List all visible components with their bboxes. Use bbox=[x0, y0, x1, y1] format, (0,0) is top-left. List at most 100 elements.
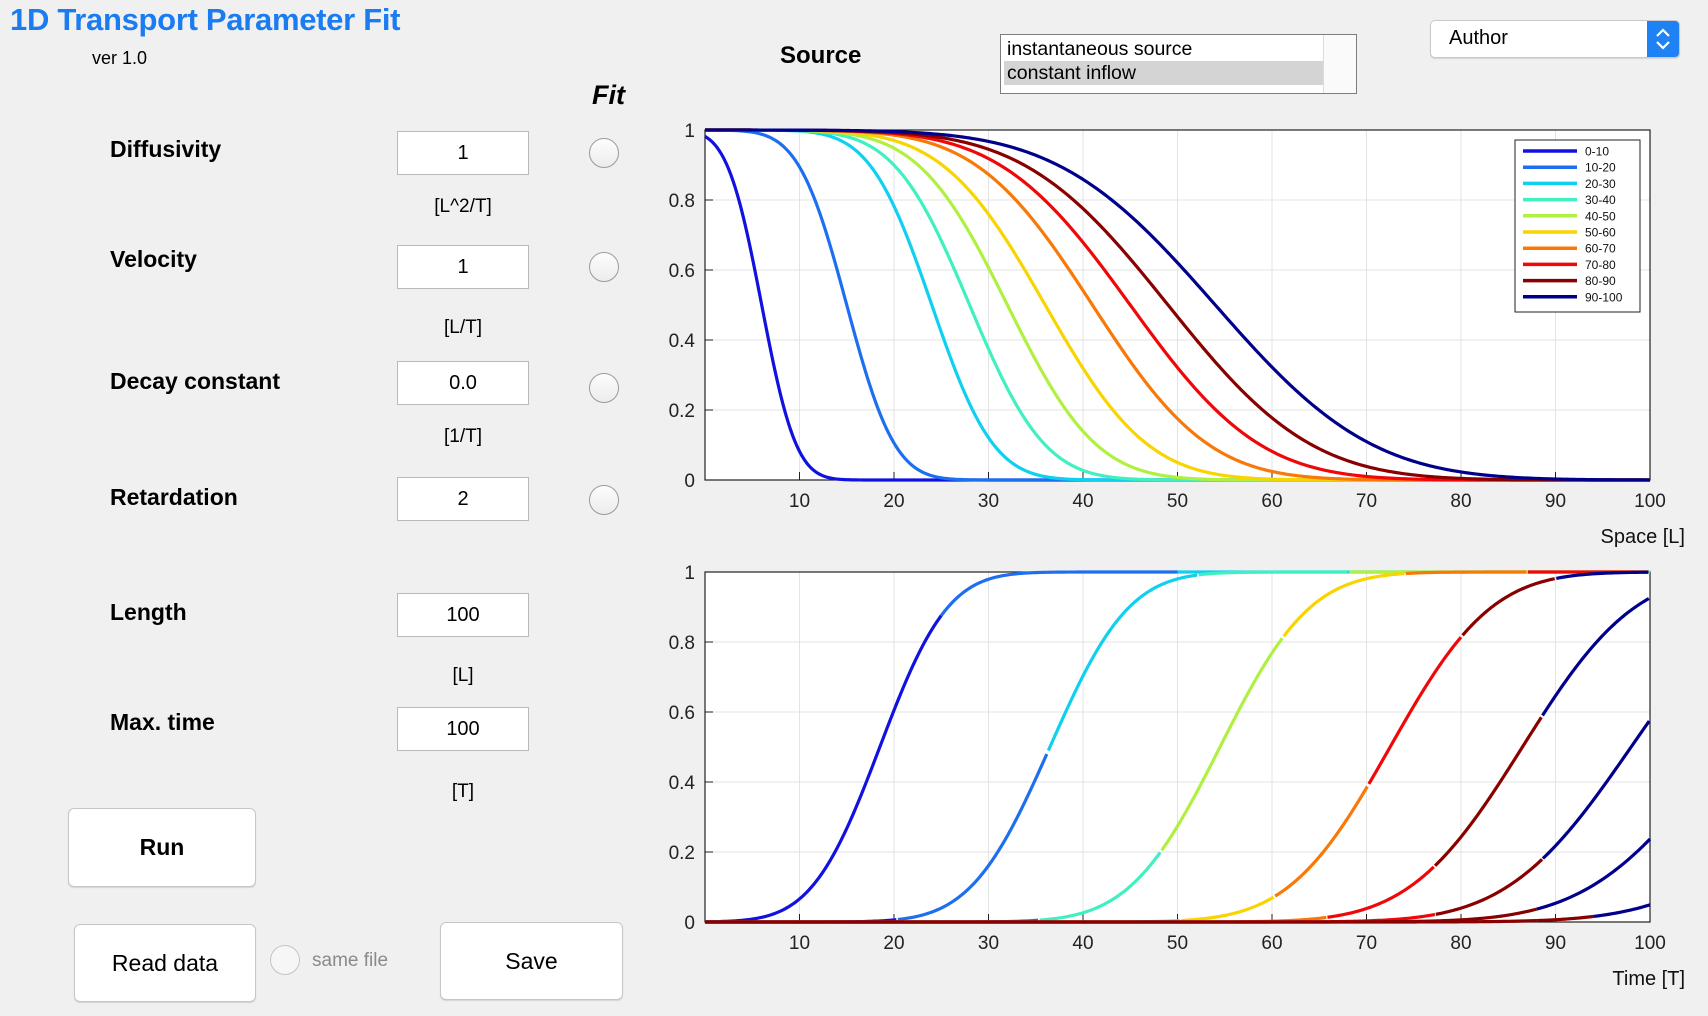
author-dropdown-value: Author bbox=[1449, 27, 1508, 49]
decay-constant-label: Decay constant bbox=[110, 368, 281, 394]
top-series-line bbox=[705, 128, 1651, 482]
source-listbox-scrollbar[interactable] bbox=[1323, 35, 1356, 93]
bottom-series-segment bbox=[1435, 858, 1544, 916]
top-y-tick-label: 0.8 bbox=[669, 191, 695, 212]
legend-entry-label: 20-30 bbox=[1585, 177, 1616, 191]
bottom-series-segment bbox=[897, 753, 1049, 922]
bottom-y-tick-label: 0.2 bbox=[669, 843, 695, 864]
bottom-y-tick-label: 0.6 bbox=[669, 703, 695, 724]
top-x-tick-label: 10 bbox=[789, 491, 810, 512]
source-label: Source bbox=[780, 42, 862, 69]
legend-entry-label: 90-100 bbox=[1585, 290, 1623, 304]
decay-constant-fit-radio[interactable] bbox=[589, 373, 619, 403]
decay-constant-input[interactable] bbox=[397, 361, 529, 405]
bottom-x-tick-label: 90 bbox=[1545, 933, 1566, 954]
top-x-tick-label: 40 bbox=[1072, 491, 1093, 512]
bottom-x-tick-label: 60 bbox=[1261, 933, 1282, 954]
source-option-constant-inflow[interactable]: constant inflow bbox=[1004, 61, 1325, 85]
bottom-x-tick-label: 40 bbox=[1072, 933, 1093, 954]
bottom-x-tick-label: 30 bbox=[978, 933, 999, 954]
source-option-instantaneous[interactable]: instantaneous source bbox=[1007, 38, 1193, 60]
top-x-tick-label: 60 bbox=[1261, 491, 1282, 512]
top-x-tick-label: 30 bbox=[978, 491, 999, 512]
top-x-axis-label: Space [L] bbox=[1600, 526, 1685, 548]
bottom-y-tick-label: 0.4 bbox=[669, 773, 696, 794]
bottom-series-segment bbox=[1160, 637, 1284, 852]
bottom-y-tick-label: 1 bbox=[684, 563, 695, 584]
velocity-unit: [L/T] bbox=[443, 317, 482, 338]
retardation-fit-radio[interactable] bbox=[589, 485, 619, 515]
velocity-fit-radio[interactable] bbox=[589, 252, 619, 282]
max-time-input[interactable] bbox=[397, 707, 529, 751]
fit-column-header: Fit bbox=[592, 80, 625, 110]
bottom-series-segment bbox=[1555, 570, 1649, 580]
legend-entry-label: 10-20 bbox=[1585, 161, 1616, 175]
legend-entry-label: 50-60 bbox=[1585, 226, 1616, 240]
run-button[interactable]: Run bbox=[68, 808, 256, 887]
bottom-series-segment bbox=[1405, 570, 1527, 576]
bottom-series-segment bbox=[1536, 837, 1652, 911]
top-y-tick-label: 1 bbox=[684, 121, 695, 142]
retardation-input[interactable] bbox=[397, 477, 529, 521]
bottom-x-axis-label: Time [T] bbox=[1612, 968, 1685, 990]
top-x-tick-label: 80 bbox=[1450, 491, 1471, 512]
source-listbox[interactable]: instantaneous source constant inflow bbox=[1000, 34, 1357, 94]
max-time-unit: [T] bbox=[451, 781, 475, 802]
bottom-x-tick-label: 20 bbox=[883, 933, 904, 954]
top-x-tick-label: 70 bbox=[1356, 491, 1377, 512]
top-y-tick-label: 0.6 bbox=[669, 261, 695, 282]
bottom-series-segment bbox=[1039, 851, 1162, 922]
bottom-series-segment bbox=[1433, 716, 1543, 867]
diffusivity-fit-radio[interactable] bbox=[589, 138, 619, 168]
bottom-series-baseline bbox=[705, 918, 1537, 924]
velocity-label: Velocity bbox=[110, 246, 197, 272]
legend-entry-label: 70-80 bbox=[1585, 258, 1616, 272]
legend-entry-label: 0-10 bbox=[1585, 145, 1609, 159]
app-title: 1D Transport Parameter Fit bbox=[10, 2, 401, 37]
bottom-series-segment bbox=[1367, 636, 1463, 785]
top-x-tick-label: 100 bbox=[1634, 491, 1666, 512]
top-y-tick-label: 0.2 bbox=[669, 401, 695, 422]
top-y-tick-label: 0.4 bbox=[669, 331, 696, 352]
bottom-series-segment bbox=[1282, 572, 1405, 638]
bottom-series-segment bbox=[1541, 597, 1650, 717]
breakthrough-curve-chart: 10 20 30 40 50 60 70 80 90 100 0 0.2 0.4 0.6 0.8 1 Time … bbox=[669, 563, 1685, 990]
length-unit: [L] bbox=[452, 665, 474, 686]
legend-entry-label: 30-40 bbox=[1585, 193, 1616, 207]
top-x-tick-label: 50 bbox=[1167, 491, 1188, 512]
legend-entry-label: 80-90 bbox=[1585, 274, 1616, 288]
bottom-series-segment bbox=[704, 614, 943, 924]
top-x-tick-label: 90 bbox=[1545, 491, 1566, 512]
space-profile-chart: 10 20 30 40 50 60 70 80 90 100 0 0.2 0.4 0.6 0.8 1 Space… bbox=[669, 121, 1685, 548]
bottom-x-tick-label: 10 bbox=[789, 933, 810, 954]
bottom-series-segment bbox=[1461, 577, 1556, 637]
save-button[interactable]: Save bbox=[440, 922, 623, 1000]
bottom-series-segment bbox=[1593, 903, 1651, 919]
author-dropdown[interactable]: Author bbox=[1430, 20, 1680, 58]
same-file-radio[interactable] bbox=[270, 945, 300, 975]
bottom-x-tick-label: 80 bbox=[1450, 933, 1471, 954]
bottom-series-segment bbox=[1181, 895, 1275, 923]
diffusivity-input[interactable] bbox=[397, 131, 529, 175]
velocity-input[interactable] bbox=[397, 245, 529, 289]
version-label: ver 1.0 bbox=[92, 48, 148, 68]
bottom-x-tick-label: 100 bbox=[1634, 933, 1666, 954]
diffusivity-unit: [L^2/T] bbox=[434, 196, 492, 217]
decay-constant-unit: [1/T] bbox=[443, 426, 482, 447]
read-data-button[interactable]: Read data bbox=[74, 924, 256, 1002]
length-label: Length bbox=[110, 599, 187, 625]
bottom-series-segment bbox=[1327, 865, 1435, 919]
bottom-series-segment bbox=[1046, 573, 1198, 752]
bottom-y-tick-label: 0 bbox=[684, 913, 695, 934]
same-file-label: same file bbox=[312, 950, 389, 971]
bottom-series-segment bbox=[1536, 914, 1594, 923]
bottom-series-segment bbox=[1198, 570, 1348, 577]
bottom-x-tick-label: 50 bbox=[1167, 933, 1188, 954]
max-time-label: Max. time bbox=[110, 709, 215, 735]
bottom-series-segment bbox=[939, 570, 1178, 617]
bottom-series-segment bbox=[1541, 720, 1651, 860]
top-x-tick-label: 20 bbox=[883, 491, 904, 512]
length-input[interactable] bbox=[397, 593, 529, 637]
legend-entry-label: 60-70 bbox=[1585, 242, 1616, 256]
updown-chevron-icon[interactable] bbox=[1647, 21, 1679, 57]
